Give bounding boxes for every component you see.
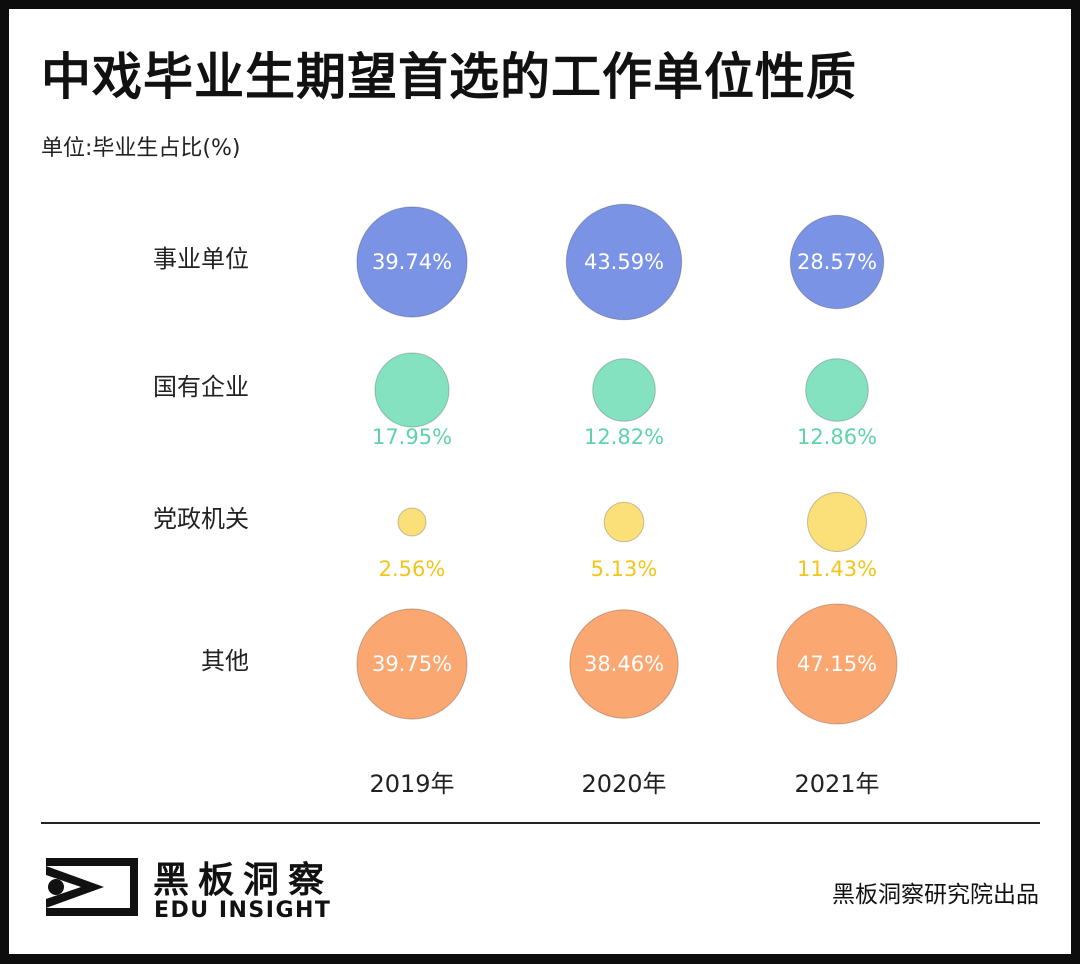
data-label: 12.82% (584, 425, 664, 449)
bubble (603, 501, 645, 543)
brand-name-cn: 黑板洞察 (153, 860, 334, 901)
year-label: 2021年 (794, 770, 879, 798)
year-label: 2020年 (581, 770, 666, 798)
bubble (356, 206, 468, 318)
data-label: 39.75% (372, 652, 452, 676)
year-label: 2019年 (369, 770, 454, 798)
data-label: 28.57% (797, 250, 877, 274)
bubble (374, 352, 450, 428)
footer-divider (41, 822, 1040, 824)
data-label: 17.95% (372, 425, 452, 449)
bubble (592, 358, 656, 422)
data-label: 47.15% (797, 652, 877, 676)
data-label: 38.46% (584, 652, 664, 676)
data-label: 43.59% (584, 250, 664, 274)
data-label: 39.74% (372, 250, 452, 274)
data-label: 5.13% (591, 557, 658, 581)
source-credit: 黑板洞察研究院出品 (832, 882, 1039, 908)
row-label: 事业单位 (153, 245, 249, 273)
data-label: 12.86% (797, 425, 877, 449)
bubble (776, 603, 898, 725)
row-label: 党政机关 (153, 505, 249, 533)
chart-title: 中戏毕业生期望首选的工作单位性质 (41, 48, 857, 106)
bubble (807, 492, 867, 552)
data-label: 2.56% (379, 557, 446, 581)
bubble (565, 203, 683, 321)
eye-logo-icon (46, 858, 138, 916)
bubble (569, 609, 679, 719)
unit-label: 单位:毕业生占比(%) (41, 136, 241, 161)
brand-name-en: EDU INSIGHT (154, 898, 332, 923)
infographic-card: 中戏毕业生期望首选的工作单位性质 单位:毕业生占比(%) 事业单位国有企业党政机… (9, 9, 1071, 954)
row-label: 其他 (201, 647, 249, 675)
row-label: 国有企业 (153, 373, 249, 401)
bubble (356, 608, 468, 720)
bubble (789, 214, 885, 310)
bubble (397, 507, 427, 537)
bubble (805, 358, 869, 422)
data-label: 11.43% (797, 557, 877, 581)
